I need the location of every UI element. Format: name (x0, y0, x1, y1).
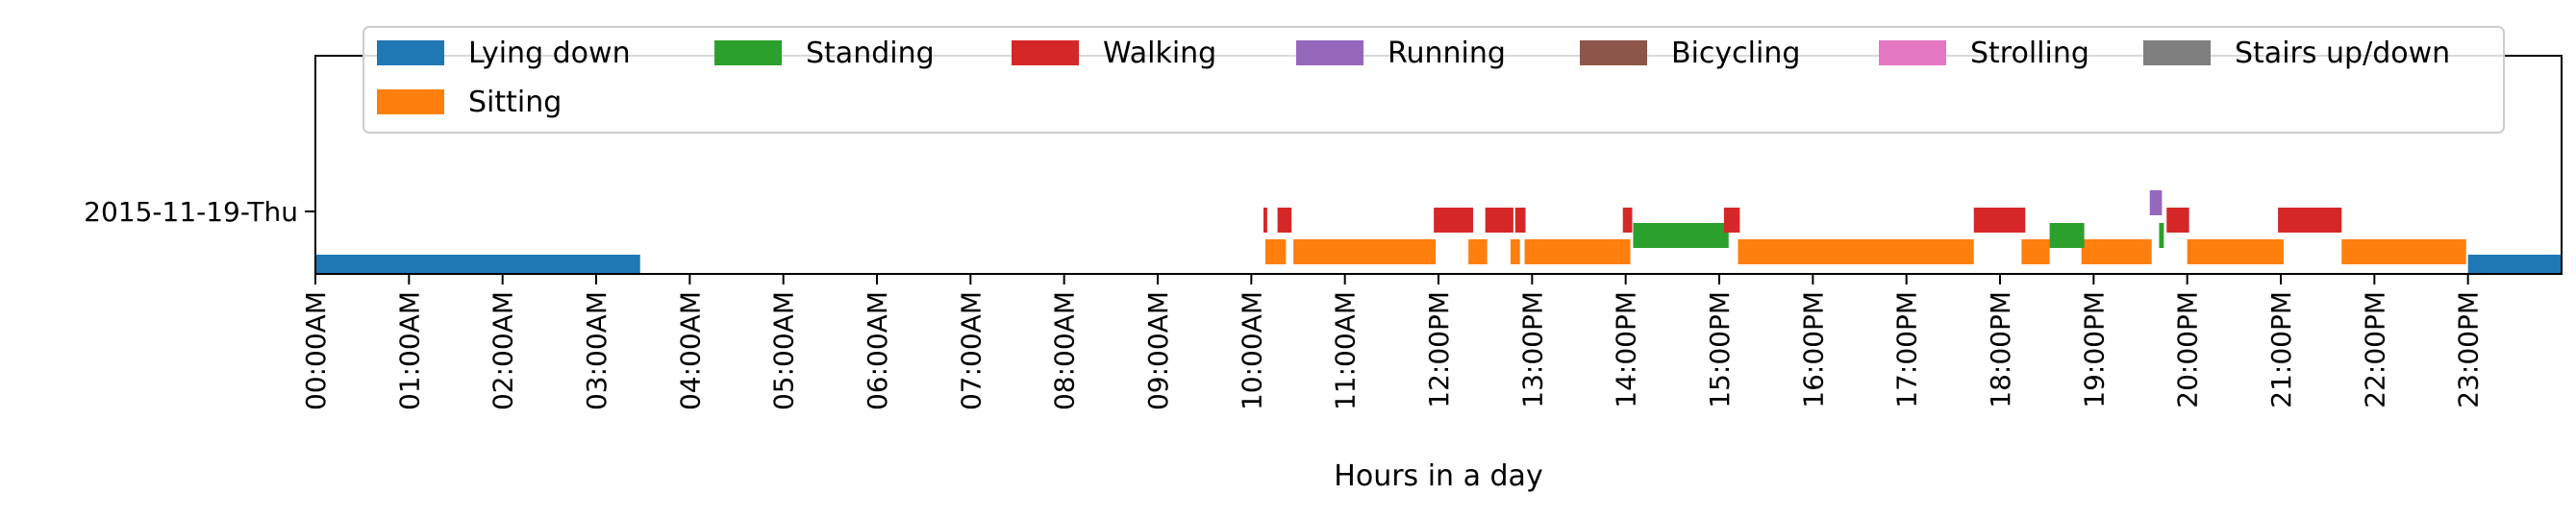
y-tick-label-0: 2015-11-19-Thu (84, 196, 298, 228)
activity-bar-standing-0 (1633, 223, 1729, 248)
x-tick-label-10: 10:00AM (1236, 291, 1267, 410)
x-tick-label-1: 01:00AM (393, 291, 425, 410)
legend-label-walking: Walking (1103, 37, 1216, 70)
legend-label-stairs-up-down: Stairs up/down (2235, 37, 2450, 70)
activity-bar-sitting-9 (2341, 239, 2466, 264)
x-tick-label-4: 04:00AM (674, 291, 706, 410)
activity-bar-sitting-5 (1738, 239, 1974, 264)
activity-bar-walking-2 (1434, 208, 1474, 233)
chart-marks (315, 190, 2562, 274)
x-tick-label-19: 19:00PM (2078, 291, 2110, 408)
y-axis-ticks: 2015-11-19-Thu (84, 196, 315, 228)
activity-bar-sitting-0 (1264, 239, 1287, 264)
activity-bar-sitting-2 (1468, 239, 1488, 264)
activity-bar-running-0 (2149, 190, 2163, 215)
x-axis-ticks: 00:00AM 01:00AM 02:00AM 03:00AM 04:00AM 05:00… (300, 274, 2485, 410)
legend-label-running: Running (1388, 37, 1506, 70)
legend-label-sitting: Sitting (468, 86, 562, 119)
activity-bar-walking-9 (2278, 208, 2342, 233)
legend-label-standing: Standing (806, 37, 935, 70)
activity-bar-sitting-8 (2187, 239, 2284, 264)
x-tick-label-11: 11:00AM (1330, 291, 1362, 410)
activity-bar-sitting-4 (1524, 239, 1631, 264)
activity-bar-sitting-3 (1510, 239, 1520, 264)
x-tick-label-13: 13:00PM (1516, 291, 1548, 408)
activity-bar-walking-5 (1622, 208, 1633, 233)
x-tick-label-6: 06:00AM (862, 291, 893, 410)
activity-bar-standing-2 (2159, 223, 2164, 248)
x-tick-label-5: 05:00AM (768, 291, 800, 410)
x-axis-label: Hours in a day (1334, 459, 1542, 493)
activity-bar-lying-down-1 (2467, 255, 2562, 274)
x-tick-label-14: 14:00PM (1611, 291, 1642, 408)
activity-bar-walking-0 (1263, 208, 1267, 233)
chart-legend: Lying down Standing Walking Running Bicyclin… (363, 26, 2505, 134)
x-tick-label-9: 09:00AM (1142, 291, 1174, 410)
x-tick-label-0: 00:00AM (300, 291, 332, 410)
legend-swatch-bicycling (1580, 40, 1647, 65)
legend-label-lying-down: Lying down (468, 37, 631, 70)
x-tick-label-3: 03:00AM (581, 291, 613, 410)
x-tick-label-20: 20:00PM (2172, 291, 2204, 408)
x-tick-label-21: 21:00PM (2265, 291, 2297, 408)
activity-bar-walking-4 (1514, 208, 1526, 233)
x-tick-label-22: 22:00PM (2359, 291, 2390, 408)
x-tick-label-15: 15:00PM (1704, 291, 1736, 408)
activity-bar-walking-3 (1485, 208, 1513, 233)
x-tick-label-8: 08:00AM (1049, 291, 1081, 410)
legend-swatch-strolling (1879, 40, 1946, 65)
activity-bar-sitting-1 (1293, 239, 1437, 264)
activity-bar-walking-6 (1723, 208, 1740, 233)
activity-bar-walking-7 (1973, 208, 2026, 233)
activity-bar-sitting-6 (2021, 239, 2050, 264)
legend-swatch-lying-down (377, 40, 444, 65)
legend-swatch-walking (1012, 40, 1079, 65)
legend-label-strolling: Strolling (1970, 37, 2089, 70)
legend-frame (363, 26, 2505, 134)
activity-bar-sitting-7 (2081, 239, 2152, 264)
activity-bar-standing-1 (2049, 223, 2085, 248)
legend-swatch-running (1296, 40, 1363, 65)
x-tick-label-12: 12:00PM (1423, 291, 1455, 408)
legend-swatch-stairs-up-down (2143, 40, 2211, 65)
x-tick-label-23: 23:00PM (2453, 291, 2485, 408)
x-tick-label-18: 18:00PM (1985, 291, 2016, 408)
x-tick-label-2: 02:00AM (488, 291, 519, 410)
activity-bar-lying-down-0 (315, 255, 640, 274)
legend-swatch-sitting (377, 89, 444, 114)
x-tick-label-17: 17:00PM (1891, 291, 1923, 408)
legend-swatch-standing (714, 40, 782, 65)
x-tick-label-16: 16:00PM (1797, 291, 1829, 408)
x-tick-label-7: 07:00AM (955, 291, 987, 410)
legend-label-bicycling: Bicycling (1671, 37, 1800, 70)
activity-bar-walking-8 (2166, 208, 2189, 233)
activity-bar-walking-1 (1277, 208, 1292, 233)
